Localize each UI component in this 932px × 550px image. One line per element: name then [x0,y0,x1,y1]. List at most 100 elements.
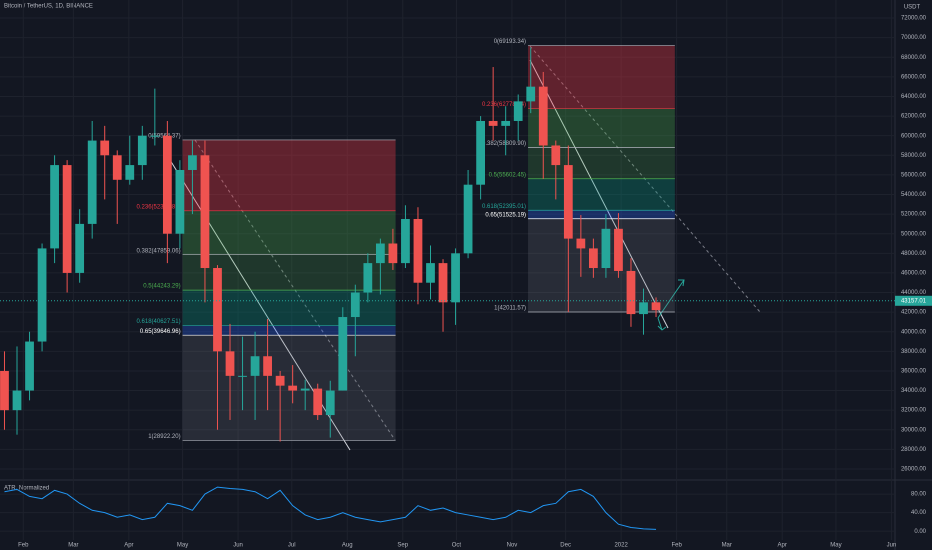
fib-label: 0.382(47859.06) [137,248,181,254]
candle-body [401,219,410,264]
candle-body [125,165,135,180]
x-tick-label: Apr [124,543,133,549]
candle-body [87,140,97,224]
y-tick-label: 26000.00 [901,467,927,473]
candle-body [501,120,511,126]
candle-body [238,375,247,377]
y-tick-label: 60000.00 [901,133,927,139]
candle-body [50,165,59,249]
candle-body [614,228,623,271]
candle-body [62,165,72,273]
candle-body [538,86,548,146]
y-tick-label: 44000.00 [901,290,927,296]
candle-body [150,135,160,137]
candle-body [375,243,385,264]
x-tick-label: 2022 [614,543,628,549]
candle-body [551,145,561,166]
fib-label: 0.236(52332.82) [137,204,181,210]
candle-body [12,390,22,411]
candle-body [363,263,373,293]
candle-body [488,120,498,126]
fib-zone [182,210,396,255]
y-tick-label: 66000.00 [901,74,927,80]
candle-body [325,390,335,416]
candle-body [112,155,122,180]
candle-body [313,388,323,416]
candle-body [75,223,85,273]
candle-body [175,169,185,234]
fib-zone [528,210,675,219]
fib-label: 0.618(40627.51) [137,319,181,325]
y-tick-label: 32000.00 [901,408,927,414]
y-tick-label: 50000.00 [901,231,927,237]
x-tick-label: Feb [671,543,682,549]
x-tick-label: Mar [68,543,78,549]
y-tick-label: 46000.00 [901,270,927,276]
fib-label: 0.65(39646.96) [140,329,181,335]
arrow-down [657,317,667,331]
fib-zone [528,178,675,211]
x-tick-label: Apr [778,543,787,549]
candle-body [639,302,648,315]
candle-body [275,375,285,386]
fib-zone [182,325,396,336]
candle-body [588,248,598,269]
fib-label: 0.5(55602.45) [489,172,526,178]
candle-body [651,302,661,311]
x-tick-label: May [177,543,188,549]
candle-body [188,155,197,170]
candle-body [451,253,460,303]
x-tick-label: Dec [560,543,571,549]
y-tick-label: 48000.00 [901,251,927,257]
candle-body [250,356,260,376]
candle-body [601,228,611,269]
trend-line [529,59,669,329]
atr-line [4,486,657,530]
candle-body [563,165,573,239]
candle-body [0,370,9,411]
x-tick-label: Nov [507,543,518,549]
fib-label: 0.65(51525.19) [485,212,526,218]
fib-label: 1(42011.57) [494,306,526,312]
candle-body [162,135,172,234]
candle-body [463,184,473,254]
y-tick-label: 54000.00 [901,192,927,198]
x-tick-label: Jun [887,543,897,549]
fib-zone [528,108,675,148]
candle-body [263,356,272,376]
y-tick-label: 70000.00 [901,35,927,41]
fib-label: 0.382(58809.90) [482,141,526,147]
candle-body [25,341,34,391]
x-tick-label: Oct [452,543,462,549]
y-tick-label: 52000.00 [901,212,927,218]
chart-title: Bitcoin / TetherUS, 1D, BINANCE [4,4,93,10]
fib-label: 0.618(52395.01) [482,204,526,210]
indicator-title: ATR, Normalized [4,486,49,492]
candle-body [200,155,210,269]
x-tick-label: Jun [233,543,243,549]
x-tick-label: Feb [18,543,29,549]
candle-body [476,120,486,185]
candle-body [213,268,222,352]
atr-tick-label: 40.00 [911,510,927,516]
y-tick-label: 64000.00 [901,94,927,100]
y-tick-label: 34000.00 [901,388,927,394]
fib-zone [528,147,675,179]
y-tick-label: 42000.00 [901,310,927,316]
candle-body [526,86,536,102]
candle-body [388,243,398,264]
y-tick-label: 58000.00 [901,153,927,159]
candle-body [300,388,310,391]
y-tick-label: 30000.00 [901,427,927,433]
last-price-tag [895,295,932,306]
atr-tick-label: 0.00 [914,529,926,535]
fib-zone [182,139,396,211]
fib-zone [528,45,675,109]
y-tick-label: 36000.00 [901,369,927,375]
fib-label: 1(28922.20) [148,434,180,440]
fib-zone [528,218,675,313]
y-tick-label: 38000.00 [901,349,927,355]
x-tick-label: Aug [342,543,353,549]
